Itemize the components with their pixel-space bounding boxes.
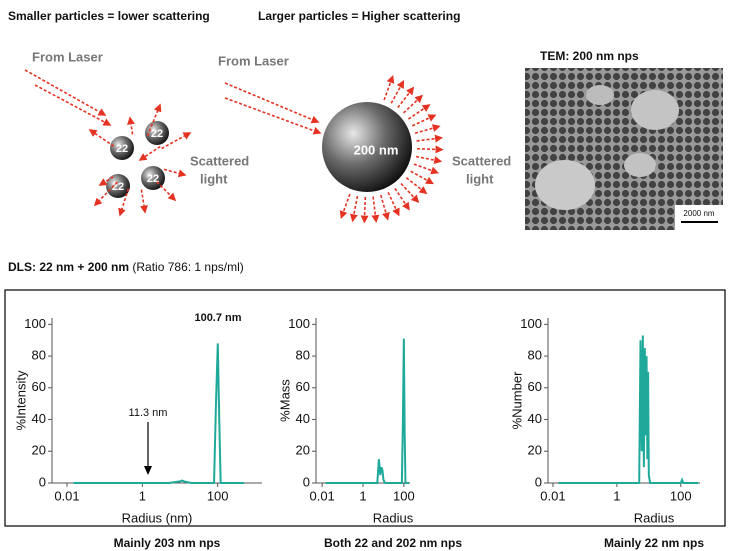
scatter-arrow [141, 190, 145, 212]
scatter-arrow [411, 171, 433, 183]
annotation: 100.7 nm [194, 312, 241, 324]
x-tick-label: 0.01 [540, 488, 565, 503]
scatter-arrow [408, 105, 429, 119]
series-line [559, 335, 699, 483]
scatter-arrow [395, 188, 409, 209]
heading: Larger particles = Higher scattering [258, 9, 460, 23]
caption: Mainly 22 nm nps [604, 536, 704, 550]
caption: Mainly 203 nm nps [114, 536, 221, 550]
scatter-arrow [398, 88, 413, 108]
scatter-arrow [140, 146, 160, 160]
y-tick-label: 80 [296, 348, 310, 363]
dls-title-bold: DLS: 22 nm + 200 nm [8, 260, 129, 274]
scatter-arrow [417, 149, 442, 150]
particle-label: 200 nm [354, 142, 399, 157]
laser-label: From Laser [32, 49, 103, 64]
x-axis-label: Radius [634, 510, 675, 525]
y-tick-label: 80 [528, 348, 542, 363]
scatter-arrow [406, 178, 426, 193]
y-tick-label: 40 [528, 411, 542, 426]
laser-label: From Laser [218, 53, 289, 68]
y-tick-label: 60 [32, 379, 46, 394]
y-tick-label: 40 [296, 411, 310, 426]
particle-label: 22 [116, 143, 128, 155]
caption: Both 22 and 202 nm nps [324, 536, 462, 550]
heading: Smaller particles = lower scattering [8, 9, 210, 23]
scatter-arrow [391, 81, 403, 103]
x-axis-label: Radius [373, 510, 414, 525]
small-particles: 22222222 [106, 121, 169, 198]
x-tick-label: 100 [207, 488, 229, 503]
y-tick-label: 20 [32, 443, 46, 458]
scatter-arrow [364, 197, 365, 222]
dls-title-rest: (Ratio 786: 1 nps/ml) [132, 260, 243, 274]
scatter-arrow [412, 115, 435, 126]
scatter-arrow [414, 164, 437, 173]
laser-beams [25, 70, 320, 133]
x-tick-label: 1 [613, 488, 620, 503]
scatter-arrow [416, 157, 441, 162]
scatter-arrow [401, 184, 418, 202]
scatter-arrow [341, 194, 350, 217]
scatter-arrow [130, 118, 133, 134]
y-axis-label: %Intensity [13, 370, 28, 430]
scatter-arrow [404, 96, 422, 113]
y-tick-label: 0 [39, 474, 46, 489]
y-tick-label: 0 [535, 474, 542, 489]
scatter-arrow [417, 138, 442, 141]
tem-image: 2000 nm [525, 68, 723, 230]
scale-bar-label: 2000 nm [683, 209, 714, 218]
dls-title: DLS: 22 nm + 200 nm (Ratio 786: 1 nps/ml… [8, 260, 244, 274]
scatter-arrow [388, 192, 399, 215]
scattered-label: Scattered [452, 153, 511, 168]
x-tick-label: 100 [670, 488, 692, 503]
y-tick-label: 100 [24, 316, 46, 331]
y-tick-label: 20 [528, 443, 542, 458]
x-tick-label: 0.01 [54, 488, 79, 503]
x-tick-label: 100 [393, 488, 415, 503]
heading: TEM: 200 nm nps [540, 49, 639, 63]
x-axis-label: Radius (nm) [122, 510, 193, 525]
annotation: 11.3 nm [129, 407, 168, 419]
y-tick-label: 100 [520, 316, 542, 331]
scatter-arrow [373, 197, 376, 222]
series-line [326, 339, 409, 483]
x-tick-label: 1 [139, 488, 146, 503]
y-tick-label: 60 [528, 379, 542, 394]
scatter-arrow [90, 130, 114, 146]
scatter-arrow [415, 126, 439, 133]
y-tick-label: 20 [296, 443, 310, 458]
figure: Smaller particles = lower scattering Lar… [0, 0, 729, 551]
y-tick-label: 0 [303, 474, 310, 489]
scattered-label: light [466, 171, 494, 186]
annotation-arrowhead [144, 466, 152, 475]
y-tick-label: 100 [288, 316, 310, 331]
scatter-arrow [381, 195, 388, 219]
y-tick-label: 40 [32, 411, 46, 426]
scatter-arrow [384, 77, 393, 100]
x-tick-label: 0.01 [309, 488, 334, 503]
y-tick-label: 60 [296, 379, 310, 394]
y-axis-label: %Mass [277, 379, 292, 422]
particle-label: 22 [151, 128, 163, 140]
scatter-arrow [353, 196, 358, 221]
y-tick-label: 80 [32, 348, 46, 363]
y-axis-label: %Number [509, 371, 524, 429]
scattered-label: light [200, 171, 228, 186]
scatter-arrow [164, 169, 185, 175]
scattered-label: Scattered [190, 153, 249, 168]
x-tick-label: 1 [359, 488, 366, 503]
